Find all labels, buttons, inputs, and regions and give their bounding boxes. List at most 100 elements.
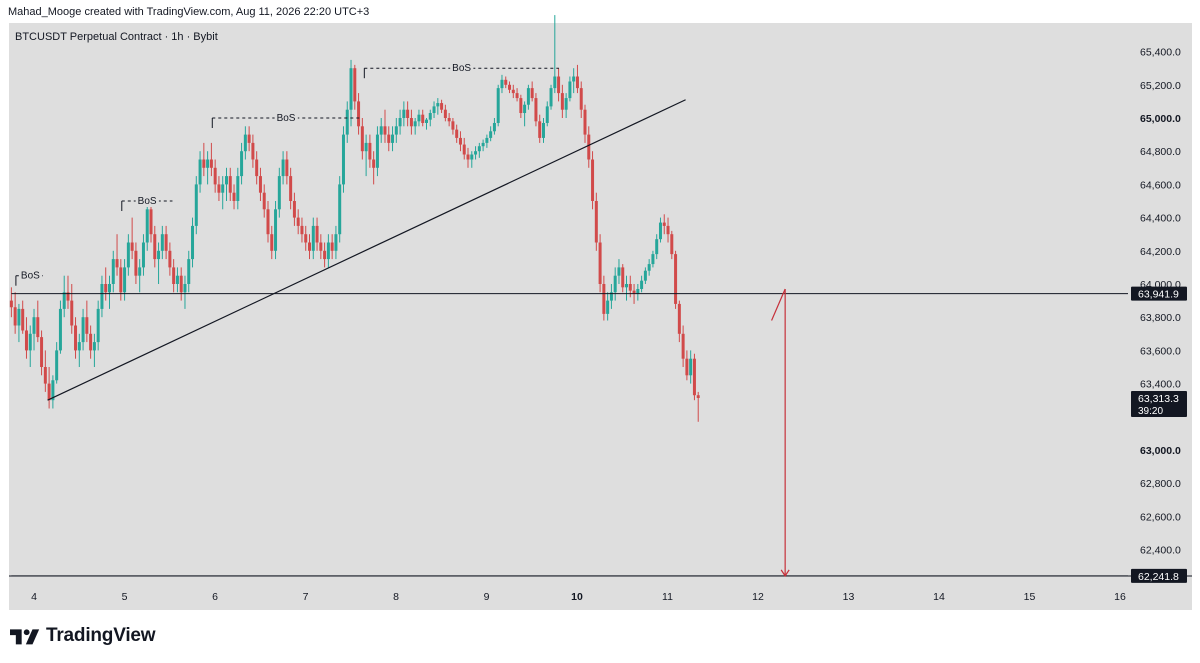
candle-body — [696, 395, 700, 398]
candle — [523, 101, 527, 127]
candle — [323, 242, 327, 268]
candle-body — [651, 254, 655, 265]
x-tick-label: 7 — [303, 591, 309, 603]
bos-label: BoS — [277, 113, 296, 124]
candle — [436, 98, 440, 115]
candle-body — [255, 159, 259, 177]
candle-body — [341, 134, 345, 185]
candle-body — [262, 192, 266, 210]
candle-body — [149, 209, 153, 235]
candle-body — [224, 176, 228, 185]
candle — [89, 325, 93, 359]
candle — [357, 93, 361, 135]
candle-body — [606, 300, 610, 314]
candle-body — [636, 288, 640, 294]
candle — [341, 126, 345, 193]
candle — [557, 68, 561, 102]
candle — [440, 99, 444, 114]
candle — [424, 118, 428, 130]
candle — [643, 267, 647, 284]
candle — [504, 76, 508, 89]
candle-body — [47, 383, 51, 401]
candle — [100, 275, 104, 318]
candle-body — [534, 98, 538, 122]
candle-body — [538, 121, 542, 138]
x-tick-label: 15 — [1024, 591, 1036, 603]
candle — [500, 74, 504, 94]
candle-body — [217, 184, 221, 193]
x-tick-label: 14 — [933, 591, 945, 603]
candle-body — [689, 358, 693, 376]
candle — [292, 192, 296, 226]
candle — [402, 101, 406, 127]
tradingview-logo-icon — [10, 629, 40, 645]
candle — [636, 284, 640, 301]
candle-body — [141, 242, 145, 268]
candle — [232, 184, 236, 210]
candle — [187, 250, 191, 293]
candle — [164, 225, 168, 260]
tradingview-branding[interactable]: TradingView — [10, 624, 156, 648]
candle-body — [545, 106, 549, 123]
candle-body — [572, 76, 576, 82]
candle — [209, 142, 213, 177]
candle-body — [372, 159, 376, 168]
candle-body — [172, 267, 176, 284]
candle-body — [640, 280, 644, 289]
price-labels: 63,941.9 63,313.339:20 62,241.8 — [1131, 286, 1187, 583]
bos-level: BoS — [15, 270, 45, 286]
candle-body — [202, 159, 206, 168]
candle-body — [541, 122, 545, 138]
candle — [24, 317, 28, 359]
candle-body — [383, 126, 387, 135]
candle-body — [504, 79, 508, 85]
candle — [228, 167, 232, 201]
chart-canvas[interactable]: BoS BoS BoS BoS 65,400.0 65,200.0 65,000.0 64,… — [0, 0, 1200, 620]
x-tick-label: 12 — [752, 591, 764, 603]
candle-body — [587, 134, 591, 160]
candle — [179, 267, 183, 301]
candle — [617, 259, 621, 284]
candle — [70, 284, 74, 334]
candle-body — [228, 176, 232, 193]
candle — [538, 114, 542, 143]
candle-body — [598, 242, 602, 284]
candle-body — [474, 151, 478, 155]
candle-body — [368, 142, 372, 160]
price-tag-background — [1131, 286, 1187, 301]
bos-label-background — [450, 63, 474, 75]
candle-body — [447, 118, 451, 122]
candle — [394, 118, 398, 143]
candle-body — [187, 259, 191, 284]
candle — [674, 250, 678, 309]
candle — [326, 234, 330, 268]
candle-body — [658, 222, 662, 240]
bos-level: BoS — [121, 196, 173, 211]
candle-body — [55, 350, 59, 381]
candle — [485, 134, 489, 148]
candle — [481, 139, 485, 152]
candle-body — [111, 259, 115, 284]
candle — [315, 217, 319, 251]
candle-body — [191, 225, 195, 260]
candle-body — [270, 234, 274, 251]
y-tick-label: 62,600.0 — [1140, 511, 1181, 523]
candle — [681, 325, 685, 367]
candle-body — [285, 159, 289, 177]
candle-body — [424, 119, 428, 123]
time-axis[interactable]: 4 5 6 7 8 9 10 11 12 13 14 15 16 — [31, 591, 1126, 603]
candle-body — [236, 176, 240, 201]
candle-body — [308, 242, 312, 251]
bos-label-background — [135, 196, 159, 207]
y-tick-label: 62,800.0 — [1140, 478, 1181, 490]
candle — [602, 275, 606, 321]
candle — [111, 250, 115, 293]
candle — [575, 64, 579, 94]
candle — [202, 142, 206, 177]
candle — [625, 275, 629, 301]
candle-body — [209, 159, 213, 168]
candle-body — [153, 234, 157, 260]
candle — [240, 142, 244, 185]
candle-body — [206, 159, 210, 168]
x-tick-label: 9 — [484, 591, 490, 603]
